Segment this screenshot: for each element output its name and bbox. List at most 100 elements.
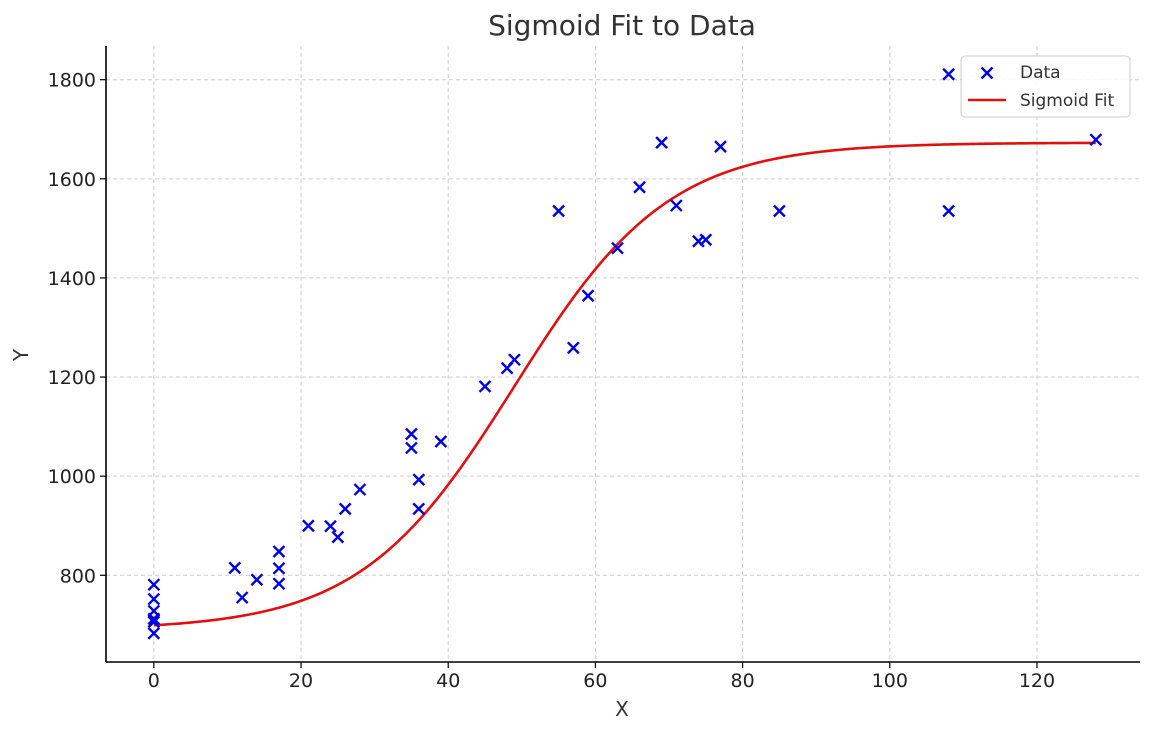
legend-data-label: Data: [1020, 63, 1061, 83]
data-point: [552, 204, 565, 218]
x-marker-stroke: [147, 615, 161, 629]
x-tick-label: 80: [730, 670, 754, 692]
data-point: [478, 380, 492, 393]
x-marker-stroke: [235, 591, 249, 604]
x-marker-stroke: [670, 199, 683, 212]
x-tick-label: 20: [289, 670, 313, 692]
x-marker-stroke: [714, 140, 727, 153]
data-point: [773, 204, 786, 218]
x-marker-stroke: [405, 427, 418, 441]
y-tick-label: 1800: [48, 70, 96, 92]
y-axis-label: Y: [9, 348, 33, 362]
x-marker-stroke: [581, 289, 595, 303]
x-marker-stroke: [338, 502, 352, 516]
data-point: [1089, 133, 1103, 147]
x-marker-stroke: [478, 380, 492, 393]
data-point: [405, 441, 418, 455]
x-marker-stroke: [147, 612, 161, 626]
y-axis-ticks: 800 1000 1200 1400 1600 1800: [48, 70, 106, 587]
data-point: [655, 136, 668, 149]
x-marker-stroke: [1089, 133, 1103, 147]
data-point: [147, 615, 161, 629]
data-point: [633, 180, 646, 194]
x-marker-stroke: [655, 136, 668, 149]
legend-x-marker: [980, 66, 994, 80]
data-point: [942, 204, 956, 218]
data-point: [272, 561, 286, 575]
x-marker-stroke: [147, 626, 161, 640]
data-point: [405, 427, 418, 441]
x-marker-stroke: [980, 66, 994, 80]
x-marker-stroke: [552, 204, 565, 218]
x-marker-stroke: [566, 341, 580, 355]
data-point: [699, 233, 713, 247]
x-marker-stroke: [611, 241, 624, 255]
x-tick-label: 0: [148, 670, 160, 692]
x-marker-stroke: [942, 204, 956, 218]
x-marker-stroke: [412, 502, 426, 516]
chart-title: Sigmoid Fit to Data: [488, 9, 756, 42]
data-point: [272, 545, 286, 558]
data-point: [611, 241, 624, 255]
x-marker-stroke: [228, 561, 242, 575]
sigmoid-fit-line: [153, 141, 1096, 627]
x-marker-stroke: [633, 180, 646, 194]
data-point: [566, 341, 580, 355]
y-tick-label: 1200: [48, 367, 96, 389]
y-tick-label: 1400: [48, 268, 96, 290]
data-point: [581, 289, 595, 303]
data-point: [714, 140, 727, 153]
data-point: [434, 435, 448, 448]
grid: [106, 46, 1140, 662]
x-marker-stroke: [324, 519, 337, 533]
x-axis-label: X: [615, 697, 629, 721]
x-marker-stroke: [272, 577, 286, 591]
x-marker-stroke: [405, 441, 418, 455]
data-point: [235, 591, 249, 604]
x-marker-stroke: [353, 483, 367, 496]
x-marker-stroke: [699, 233, 713, 247]
data-point: [250, 573, 264, 587]
data-point: [147, 626, 161, 640]
x-axis-ticks: 0 20 40 60 80 100 120: [148, 662, 1055, 692]
x-marker-stroke: [434, 435, 448, 448]
data-point: [670, 199, 683, 212]
x-marker-stroke: [272, 545, 286, 558]
x-marker-stroke: [272, 561, 286, 575]
legend-fit-label: Sigmoid Fit: [1020, 91, 1114, 111]
x-marker-stroke: [412, 473, 426, 486]
data-point: [331, 530, 345, 544]
data-point: [302, 519, 315, 533]
x-marker-stroke: [147, 578, 161, 592]
x-marker-stroke: [250, 573, 264, 587]
x-marker-stroke: [302, 519, 315, 533]
data-point: [353, 483, 367, 496]
legend-frame: [960, 55, 1131, 118]
x-tick-label: 40: [436, 670, 460, 692]
x-tick-label: 60: [583, 670, 607, 692]
data-point: [147, 592, 161, 606]
sigmoid-fit-series: [153, 141, 1096, 627]
x-tick-label: 120: [1019, 670, 1055, 692]
x-marker-stroke: [773, 204, 786, 218]
x-tick-label: 100: [872, 670, 908, 692]
legend: Data Sigmoid Fit: [960, 55, 1131, 118]
data-point: [338, 502, 352, 516]
axes: [105, 46, 1140, 663]
data-point: [272, 577, 286, 591]
legend-data-marker: [980, 66, 994, 80]
x-marker-stroke: [508, 353, 521, 367]
data-point: [412, 502, 426, 516]
data-point: [508, 353, 521, 367]
y-tick-label: 1000: [48, 466, 96, 488]
x-marker-stroke: [331, 530, 345, 544]
data-point: [147, 612, 161, 626]
data-series: [147, 67, 1103, 640]
data-point: [412, 473, 426, 486]
data-point: [942, 67, 956, 81]
data-point: [228, 561, 242, 575]
data-point: [147, 578, 161, 592]
y-tick-label: 800: [60, 565, 96, 587]
x-marker-stroke: [942, 67, 956, 81]
